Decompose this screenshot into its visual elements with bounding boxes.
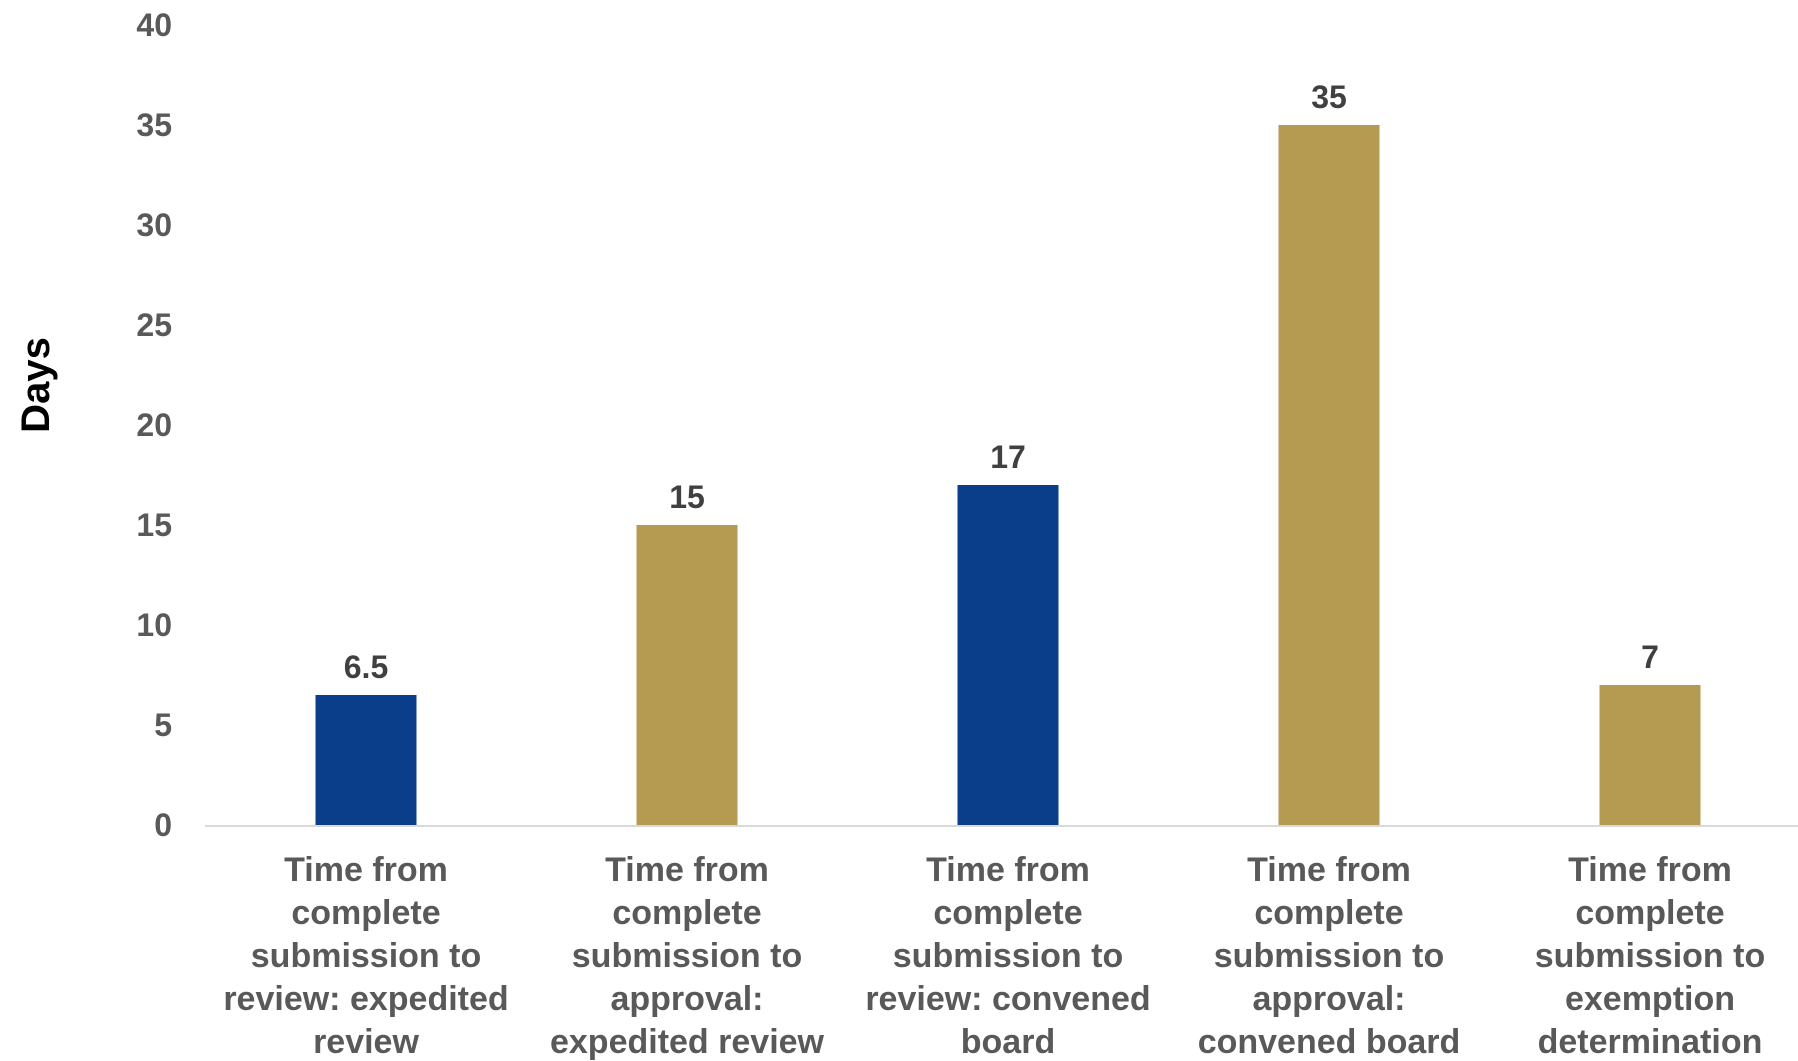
x-axis-category-labels: Time from complete submission to review: ex… <box>223 851 1765 1061</box>
y-axis-title: Days <box>14 337 58 433</box>
x-category-label-line: complete <box>1575 894 1724 932</box>
y-tick-label: 10 <box>136 607 172 643</box>
x-category-label-line: exemption <box>1565 980 1735 1018</box>
bar-series <box>315 125 1701 825</box>
y-tick-label: 35 <box>136 107 172 143</box>
bar <box>957 485 1059 825</box>
bar <box>315 695 417 825</box>
y-tick-label: 5 <box>154 707 172 743</box>
x-category-label-line: Time from <box>284 851 448 889</box>
bar <box>1278 125 1380 825</box>
x-category-label: Time from complete submission to review: co… <box>865 851 1150 1061</box>
y-tick-label: 15 <box>136 507 172 543</box>
x-category-label-line: review <box>313 1023 419 1061</box>
x-category-label-line: submission to <box>251 937 481 975</box>
y-axis-ticks: 0 5 10 15 20 25 30 35 40 <box>136 7 172 843</box>
x-category-label-line: expedited review <box>550 1023 825 1061</box>
x-category-label-line: review: expedited <box>223 980 508 1018</box>
x-category-label-line: submission to <box>572 937 802 975</box>
x-category-label-line: approval: <box>610 980 763 1018</box>
data-label: 6.5 <box>344 649 388 685</box>
x-category-label-line: Time from <box>926 851 1090 889</box>
y-tick-label: 0 <box>154 807 172 843</box>
x-category-label-line: complete <box>612 894 761 932</box>
y-tick-label: 20 <box>136 407 172 443</box>
x-category-label-line: complete <box>1254 894 1403 932</box>
bar <box>1599 685 1701 825</box>
x-category-label-line: complete <box>933 894 1082 932</box>
x-category-label-line: submission to <box>1535 937 1765 975</box>
x-category-label-line: Time from <box>1247 851 1411 889</box>
y-tick-label: 30 <box>136 207 172 243</box>
data-label: 7 <box>1641 639 1659 675</box>
bar <box>636 525 738 825</box>
x-category-label: Time from complete submission to approval: c… <box>1198 851 1461 1061</box>
y-tick-label: 40 <box>136 7 172 43</box>
data-labels: 6.5 15 17 35 7 <box>344 79 1659 685</box>
x-category-label-line: complete <box>291 894 440 932</box>
x-category-label-line: board <box>961 1023 1055 1061</box>
x-category-label: Time from complete submission to review: ex… <box>223 851 508 1061</box>
x-category-label-line: approval: <box>1252 980 1405 1018</box>
data-label: 35 <box>1311 79 1347 115</box>
x-category-label-line: determination <box>1538 1023 1763 1061</box>
x-category-label-line: Time from <box>605 851 769 889</box>
x-category-label-line: Time from <box>1568 851 1732 889</box>
x-category-label: Time from complete submission to exemption d… <box>1535 851 1765 1061</box>
data-label: 15 <box>669 479 705 515</box>
x-category-label: Time from complete submission to approval: e… <box>550 851 825 1061</box>
y-tick-label: 25 <box>136 307 172 343</box>
x-category-label-line: review: convened <box>865 980 1150 1018</box>
data-label: 17 <box>990 439 1026 475</box>
x-category-label-line: submission to <box>893 937 1123 975</box>
x-category-label-line: submission to <box>1214 937 1444 975</box>
x-category-label-line: convened board <box>1198 1023 1461 1061</box>
